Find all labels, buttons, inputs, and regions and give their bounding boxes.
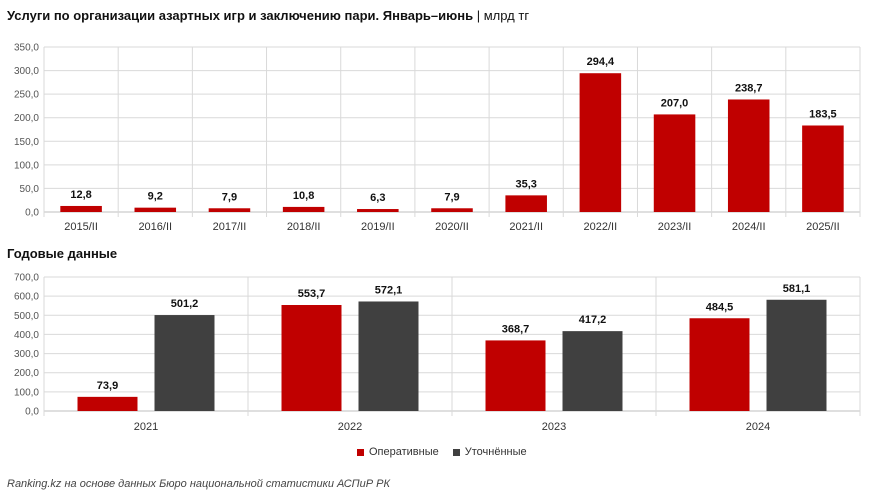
y-tick-label: 300,0 bbox=[14, 66, 39, 77]
y-tick-label: 350,0 bbox=[14, 43, 39, 54]
y-tick-label: 200,0 bbox=[14, 368, 39, 379]
legend-swatch-operative bbox=[357, 448, 364, 456]
bar-refined bbox=[154, 315, 215, 411]
x-tick-label: 2022 bbox=[338, 421, 362, 433]
x-tick-label: 2023 bbox=[542, 421, 566, 433]
chart-title-unit: | млрд тг bbox=[476, 8, 530, 23]
bar bbox=[802, 125, 844, 212]
bar-refined bbox=[562, 331, 623, 411]
bar bbox=[431, 208, 473, 212]
data-label: 35,3 bbox=[515, 178, 536, 190]
data-label: 238,7 bbox=[735, 82, 763, 94]
data-label: 294,4 bbox=[587, 56, 615, 68]
x-tick-label: 2023/II bbox=[658, 221, 692, 233]
data-label: 501,2 bbox=[171, 298, 199, 310]
chart-quarterly: 0,0 50,0 100,0 150,0 200,0 250,0 300,0 350,0 12,… bbox=[14, 43, 861, 233]
annual-section-title: Годовые данные bbox=[7, 246, 118, 261]
y-tick-label: 50,0 bbox=[20, 184, 40, 195]
bar-operative bbox=[485, 340, 546, 411]
bar bbox=[134, 207, 177, 212]
legend-label-refined: Уточнённые bbox=[464, 446, 527, 458]
data-label: 9,2 bbox=[148, 191, 163, 203]
chart-title-text: Услуги по организации азартных игр и зак… bbox=[7, 8, 474, 23]
legend: Оперативные Уточнённые bbox=[357, 446, 527, 458]
legend-item-operative: Оперативные bbox=[357, 446, 439, 458]
y-tick-label: 0,0 bbox=[25, 208, 39, 219]
y-tick-label: 600,0 bbox=[14, 292, 39, 303]
bar-operative bbox=[689, 318, 750, 411]
data-label: 73,9 bbox=[97, 380, 118, 392]
y-tick-label: 0,0 bbox=[25, 407, 39, 418]
bar bbox=[282, 206, 325, 212]
x-tick-label: 2018/II bbox=[287, 221, 321, 233]
data-label: 207,0 bbox=[661, 97, 689, 109]
data-label: 12,8 bbox=[70, 189, 91, 201]
bar bbox=[60, 205, 102, 212]
y-tick-label: 300,0 bbox=[14, 349, 39, 360]
y-tick-label: 250,0 bbox=[14, 90, 39, 101]
y-tick-label: 200,0 bbox=[14, 113, 39, 124]
bar bbox=[579, 73, 622, 212]
data-label: 581,1 bbox=[783, 283, 811, 295]
x-tick-label: 2017/II bbox=[213, 221, 247, 233]
source-note: Ranking.kz на основе данных Бюро национа… bbox=[7, 478, 390, 490]
x-tick-label: 2024/II bbox=[732, 221, 766, 233]
data-label: 7,9 bbox=[222, 191, 237, 203]
bar-operative bbox=[281, 305, 342, 411]
x-tick-label: 2021 bbox=[134, 421, 158, 433]
chart-annual: 0,0 100,0 200,0 300,0 400,0 500,0 600,0 700,0 73… bbox=[14, 273, 861, 433]
data-label: 10,8 bbox=[293, 190, 314, 202]
x-tick-label: 2019/II bbox=[361, 221, 395, 233]
bar bbox=[208, 208, 251, 212]
y-tick-label: 100,0 bbox=[14, 160, 39, 171]
bar-refined bbox=[766, 299, 827, 411]
x-tick-label: 2022/II bbox=[584, 221, 618, 233]
x-tick-label: 2024 bbox=[746, 421, 770, 433]
data-label: 553,7 bbox=[298, 288, 326, 300]
data-label: 572,1 bbox=[375, 284, 403, 296]
chart-title: Услуги по организации азартных игр и зак… bbox=[7, 8, 529, 23]
y-tick-label: 500,0 bbox=[14, 311, 39, 322]
y-tick-label: 100,0 bbox=[14, 387, 39, 398]
bar bbox=[357, 209, 399, 212]
data-label: 7,9 bbox=[444, 191, 459, 203]
data-label: 484,5 bbox=[706, 301, 734, 313]
x-tick-label: 2025/II bbox=[806, 221, 840, 233]
x-tick-label: 2016/II bbox=[138, 221, 172, 233]
bar bbox=[727, 99, 770, 212]
data-label: 6,3 bbox=[370, 192, 385, 204]
bar-refined bbox=[358, 301, 419, 411]
y-tick-label: 700,0 bbox=[14, 273, 39, 284]
x-tick-label: 2015/II bbox=[64, 221, 98, 233]
legend-item-refined: Уточнённые bbox=[452, 446, 527, 458]
bar bbox=[653, 114, 696, 212]
bar bbox=[505, 195, 547, 212]
x-tick-label: 2020/II bbox=[435, 221, 469, 233]
y-tick-label: 150,0 bbox=[14, 137, 39, 148]
data-label: 417,2 bbox=[579, 314, 607, 326]
bar-operative bbox=[77, 396, 138, 411]
data-label: 183,5 bbox=[809, 108, 837, 120]
data-label: 368,7 bbox=[502, 323, 530, 335]
x-tick-label: 2021/II bbox=[509, 221, 543, 233]
legend-label-operative: Оперативные bbox=[369, 446, 439, 458]
legend-swatch-refined bbox=[452, 448, 460, 456]
y-tick-label: 400,0 bbox=[14, 330, 39, 341]
